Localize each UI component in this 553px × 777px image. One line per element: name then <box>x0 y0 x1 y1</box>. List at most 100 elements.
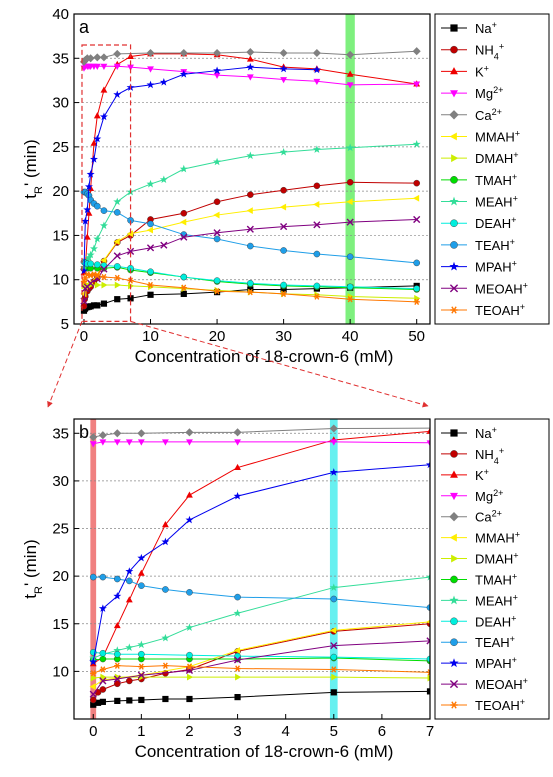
data-point-meoah <box>246 225 254 233</box>
y-tick-label: 10 <box>52 663 69 680</box>
data-point-k <box>125 596 133 603</box>
legend-label-dmah: DMAH+ <box>475 150 519 166</box>
legend-item-mg: Mg2+ <box>441 85 503 101</box>
data-point-deah <box>247 279 254 287</box>
data-point-ca <box>246 48 255 57</box>
data-point-teah <box>100 207 108 214</box>
series-meah <box>89 572 430 662</box>
legend-label-tmah: TMAH+ <box>475 571 517 587</box>
data-point-mg <box>127 64 134 71</box>
data-point-na <box>94 699 102 706</box>
data-point-mpah <box>84 182 93 191</box>
legend-item-meah: MEAH+ <box>441 194 518 210</box>
data-point-teah <box>186 589 193 596</box>
data-point-nh4 <box>180 209 188 217</box>
legend-label-deah: DEAH+ <box>475 215 516 231</box>
x-tick-label: 0 <box>80 328 88 345</box>
legend-item-mpah: MPAH+ <box>441 259 517 275</box>
data-point-teoah <box>186 663 193 670</box>
data-point-ca <box>185 428 194 437</box>
data-point-teoah <box>347 296 354 303</box>
legend-item-tmah: TMAH+ <box>441 571 517 587</box>
data-point-meoah <box>160 241 168 249</box>
legend-item-nh4: NH4+ <box>441 42 504 62</box>
data-point-na <box>147 291 154 298</box>
y-tick-label: 30 <box>52 473 69 490</box>
data-point-k <box>161 520 169 528</box>
data-point-mpah <box>179 70 188 78</box>
data-point-mg <box>93 63 101 70</box>
data-point-meah <box>89 244 98 253</box>
data-point-teah <box>280 247 287 254</box>
data-point-mpah <box>89 155 98 163</box>
data-point-ca <box>98 431 107 440</box>
legend-item-mmah: MMAH+ <box>441 128 520 144</box>
data-point-mg <box>186 439 193 446</box>
data-point-meoah <box>87 279 95 287</box>
legend-marker-meoah <box>449 284 459 293</box>
data-point-meoah <box>413 215 421 224</box>
data-point-mpah <box>99 112 108 121</box>
data-point-mpah <box>185 515 194 524</box>
x-tick-label: 40 <box>342 328 359 345</box>
data-point-deah <box>330 653 338 661</box>
x-tick-label: 20 <box>209 328 226 345</box>
legend-item-mpah: MPAH+ <box>441 655 517 671</box>
series-line-teoah <box>93 665 430 674</box>
data-point-mpah <box>81 217 90 225</box>
data-point-mpah <box>137 553 146 562</box>
data-point-na <box>127 295 134 302</box>
series-deah <box>89 649 430 663</box>
data-point-teoah <box>80 278 88 285</box>
data-point-meah <box>125 643 134 651</box>
highlight-band <box>90 419 97 719</box>
data-point-k <box>113 621 121 629</box>
data-point-mg <box>161 439 169 446</box>
legend-marker-meah <box>449 196 459 206</box>
data-point-teah <box>113 575 121 583</box>
data-point-teoah <box>330 666 337 673</box>
legend-marker-deah <box>450 219 458 228</box>
data-point-meah <box>329 583 338 591</box>
legend-marker-na <box>450 429 458 437</box>
data-point-meah <box>113 646 122 654</box>
series-meoah <box>80 215 421 305</box>
data-point-meah <box>89 653 98 662</box>
data-point-mmah <box>126 230 134 238</box>
data-point-dmah <box>331 673 338 681</box>
data-point-nh4 <box>247 191 254 198</box>
data-point-na <box>99 698 106 705</box>
data-point-mg <box>113 63 121 70</box>
data-point-mg <box>426 440 430 447</box>
data-point-deah <box>138 650 145 658</box>
x-tick-label: 50 <box>408 328 425 345</box>
panel-label: b <box>79 422 89 442</box>
data-point-k <box>246 55 254 62</box>
data-point-k <box>85 209 93 216</box>
legend-item-teoah: TEOAH+ <box>441 302 525 318</box>
data-point-meoah <box>113 675 121 683</box>
legend-item-na: Na+ <box>441 20 497 36</box>
data-point-na <box>114 296 121 303</box>
data-point-mmah <box>233 647 241 654</box>
series-line-deah <box>93 651 430 660</box>
data-point-mpah <box>83 205 92 214</box>
data-point-ca <box>329 424 338 433</box>
series-k <box>80 50 421 276</box>
legend-marker-nh4 <box>450 45 458 54</box>
data-point-deah <box>413 285 420 292</box>
x-tick-label: 2 <box>185 723 193 740</box>
data-point-mmah <box>412 194 420 202</box>
y-tick-label: 15 <box>52 227 69 244</box>
data-point-mg <box>89 441 97 448</box>
data-point-teoah <box>114 662 121 669</box>
data-point-ca <box>93 53 102 62</box>
legend-label-ca: Ca2+ <box>475 509 502 525</box>
legend-label-tmah: TMAH+ <box>475 172 517 188</box>
y-tick-label: 25 <box>52 521 69 538</box>
legend-label-k: K+ <box>475 467 489 483</box>
data-point-na <box>234 693 241 701</box>
data-point-meoah <box>113 252 121 260</box>
data-point-mmah <box>89 683 96 691</box>
data-point-meah <box>113 197 122 206</box>
